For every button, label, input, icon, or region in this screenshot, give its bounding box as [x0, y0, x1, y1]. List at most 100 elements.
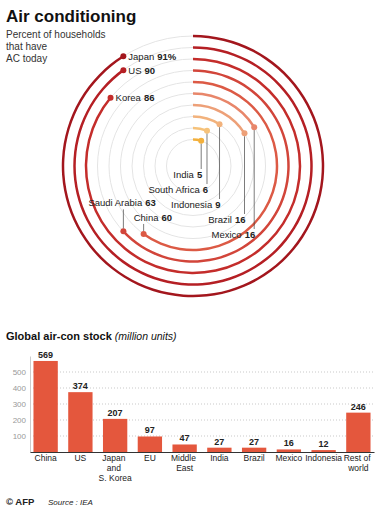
bar [346, 413, 370, 452]
y-tick: 300 [13, 400, 30, 409]
bar [277, 449, 301, 452]
y-tick-label: 300 [13, 400, 27, 409]
x-tick-label: Mexico [275, 453, 302, 463]
x-tick-label-line: Mexico [275, 453, 302, 463]
ring-arc [122, 69, 289, 263]
title-main: Global air-con stock [6, 330, 113, 342]
x-tick-label-line: East [176, 463, 194, 473]
ring-end-dot [120, 67, 126, 73]
data-labels: 569374207974727271612246 [38, 350, 366, 449]
leader-line [123, 209, 124, 228]
grid-line [30, 372, 374, 373]
x-tick-label-line: India [210, 453, 229, 463]
leader-line [244, 136, 245, 214]
subtitle-line: Percent of households [6, 29, 108, 40]
label-name: Korea [116, 92, 142, 103]
data-label: Mexico16 [212, 229, 256, 240]
label-value: 6 [203, 184, 208, 195]
ring-arc [193, 115, 220, 125]
x-tick: Rest of world [344, 452, 373, 473]
bar [68, 392, 92, 452]
label-value: 5 [197, 169, 203, 180]
bar [207, 448, 231, 452]
data-label: US 90 [128, 65, 155, 76]
leader-line [143, 224, 144, 231]
data-label: Brazil16 [208, 214, 245, 225]
data-label: 27 [214, 437, 224, 447]
bar [172, 444, 196, 452]
grid-ring [144, 117, 243, 216]
radial-chart: Air conditioning Percent of households th… [6, 7, 324, 297]
ring-end-dot [242, 130, 248, 136]
y-tick: 400 [13, 384, 30, 393]
ring-end-dot [251, 124, 257, 130]
data-label: 569 [38, 350, 53, 360]
label-value: 60 [161, 212, 172, 223]
x-tick-label: Brazil [243, 453, 264, 463]
x-tick-label: India [210, 453, 229, 463]
x-tick-label-line: EU [144, 453, 156, 463]
x-tick-label-line: Middle [171, 453, 198, 463]
x-tick: India [210, 452, 229, 463]
x-tick-label-line: and [107, 463, 124, 473]
label-name: Brazil [208, 214, 232, 225]
x-tick: China [35, 452, 57, 463]
ring-arc [143, 81, 278, 252]
data-label: Indonesia9 [171, 199, 221, 210]
y-tick: 500 [13, 368, 30, 377]
data-label: 97 [145, 425, 155, 435]
data-label: 27 [249, 437, 259, 447]
data-label: 47 [180, 433, 190, 443]
ring-end-dot [141, 231, 147, 237]
data-label: Korea86 [116, 92, 155, 103]
ring-end-dot [204, 128, 210, 134]
x-axis: ChinaUSJapan and S. KoreaEUMiddle EastIn… [31, 452, 375, 483]
grid-ring [63, 36, 323, 296]
x-tick-label: Japan and S. Korea [99, 453, 132, 483]
y-axis: 100 200 300 400 500 [13, 357, 31, 453]
label-value: 9 [215, 199, 220, 210]
x-tick-label-line: Brazil [243, 453, 264, 463]
label-name: South Africa [148, 184, 200, 195]
source: Source : IEA [48, 498, 93, 507]
label-value: 16 [245, 229, 256, 240]
data-label: Japan91% [128, 51, 176, 62]
chart-title: Global air-con stock(million units) [6, 330, 177, 342]
x-tick-label: Indonesia [305, 453, 342, 463]
x-tick: Indonesia [305, 452, 342, 463]
figure: Air conditioning Percent of households th… [0, 0, 381, 512]
leader-line [201, 144, 202, 169]
ring-end-dot [108, 95, 114, 101]
x-tick-label: Rest of world [344, 453, 373, 473]
label-value: 16 [235, 214, 246, 225]
ring-arc [85, 58, 302, 275]
bar [33, 361, 57, 452]
data-label: South Africa6 [148, 184, 208, 195]
data-label: 12 [319, 439, 329, 449]
y-tick-label: 200 [13, 416, 27, 425]
label-name: US [128, 65, 141, 76]
annotations: © AFPSource : IEA [6, 496, 93, 507]
y-tick-label: 500 [13, 368, 27, 377]
label-name: Saudi Arabia [88, 197, 143, 208]
label-value: 91% [157, 51, 177, 62]
ring-arc [62, 35, 325, 298]
ring-arc [73, 46, 313, 286]
leader-line [219, 127, 220, 199]
x-tick-label-line: S. Korea [99, 473, 132, 483]
ring-end-dot [120, 228, 126, 234]
x-tick-label: Middle East [171, 453, 198, 473]
chart-title: Air conditioning [6, 7, 136, 26]
ring-end-dot [120, 53, 126, 59]
bar-chart: Global air-con stock(million units) 100 20… [6, 330, 375, 507]
x-tick-label-line: Rest of [344, 453, 373, 463]
data-label: India5 [173, 169, 203, 180]
x-tick-label-line: world [347, 463, 369, 473]
x-tick-label-line: China [35, 453, 57, 463]
bars [33, 361, 370, 452]
chart-subtitle: Percent of households that have AC today [6, 29, 108, 64]
data-label: 246 [351, 402, 366, 412]
y-tick-label: 100 [13, 432, 27, 441]
x-tick: Middle East [171, 452, 198, 473]
label-value: 90 [145, 65, 156, 76]
